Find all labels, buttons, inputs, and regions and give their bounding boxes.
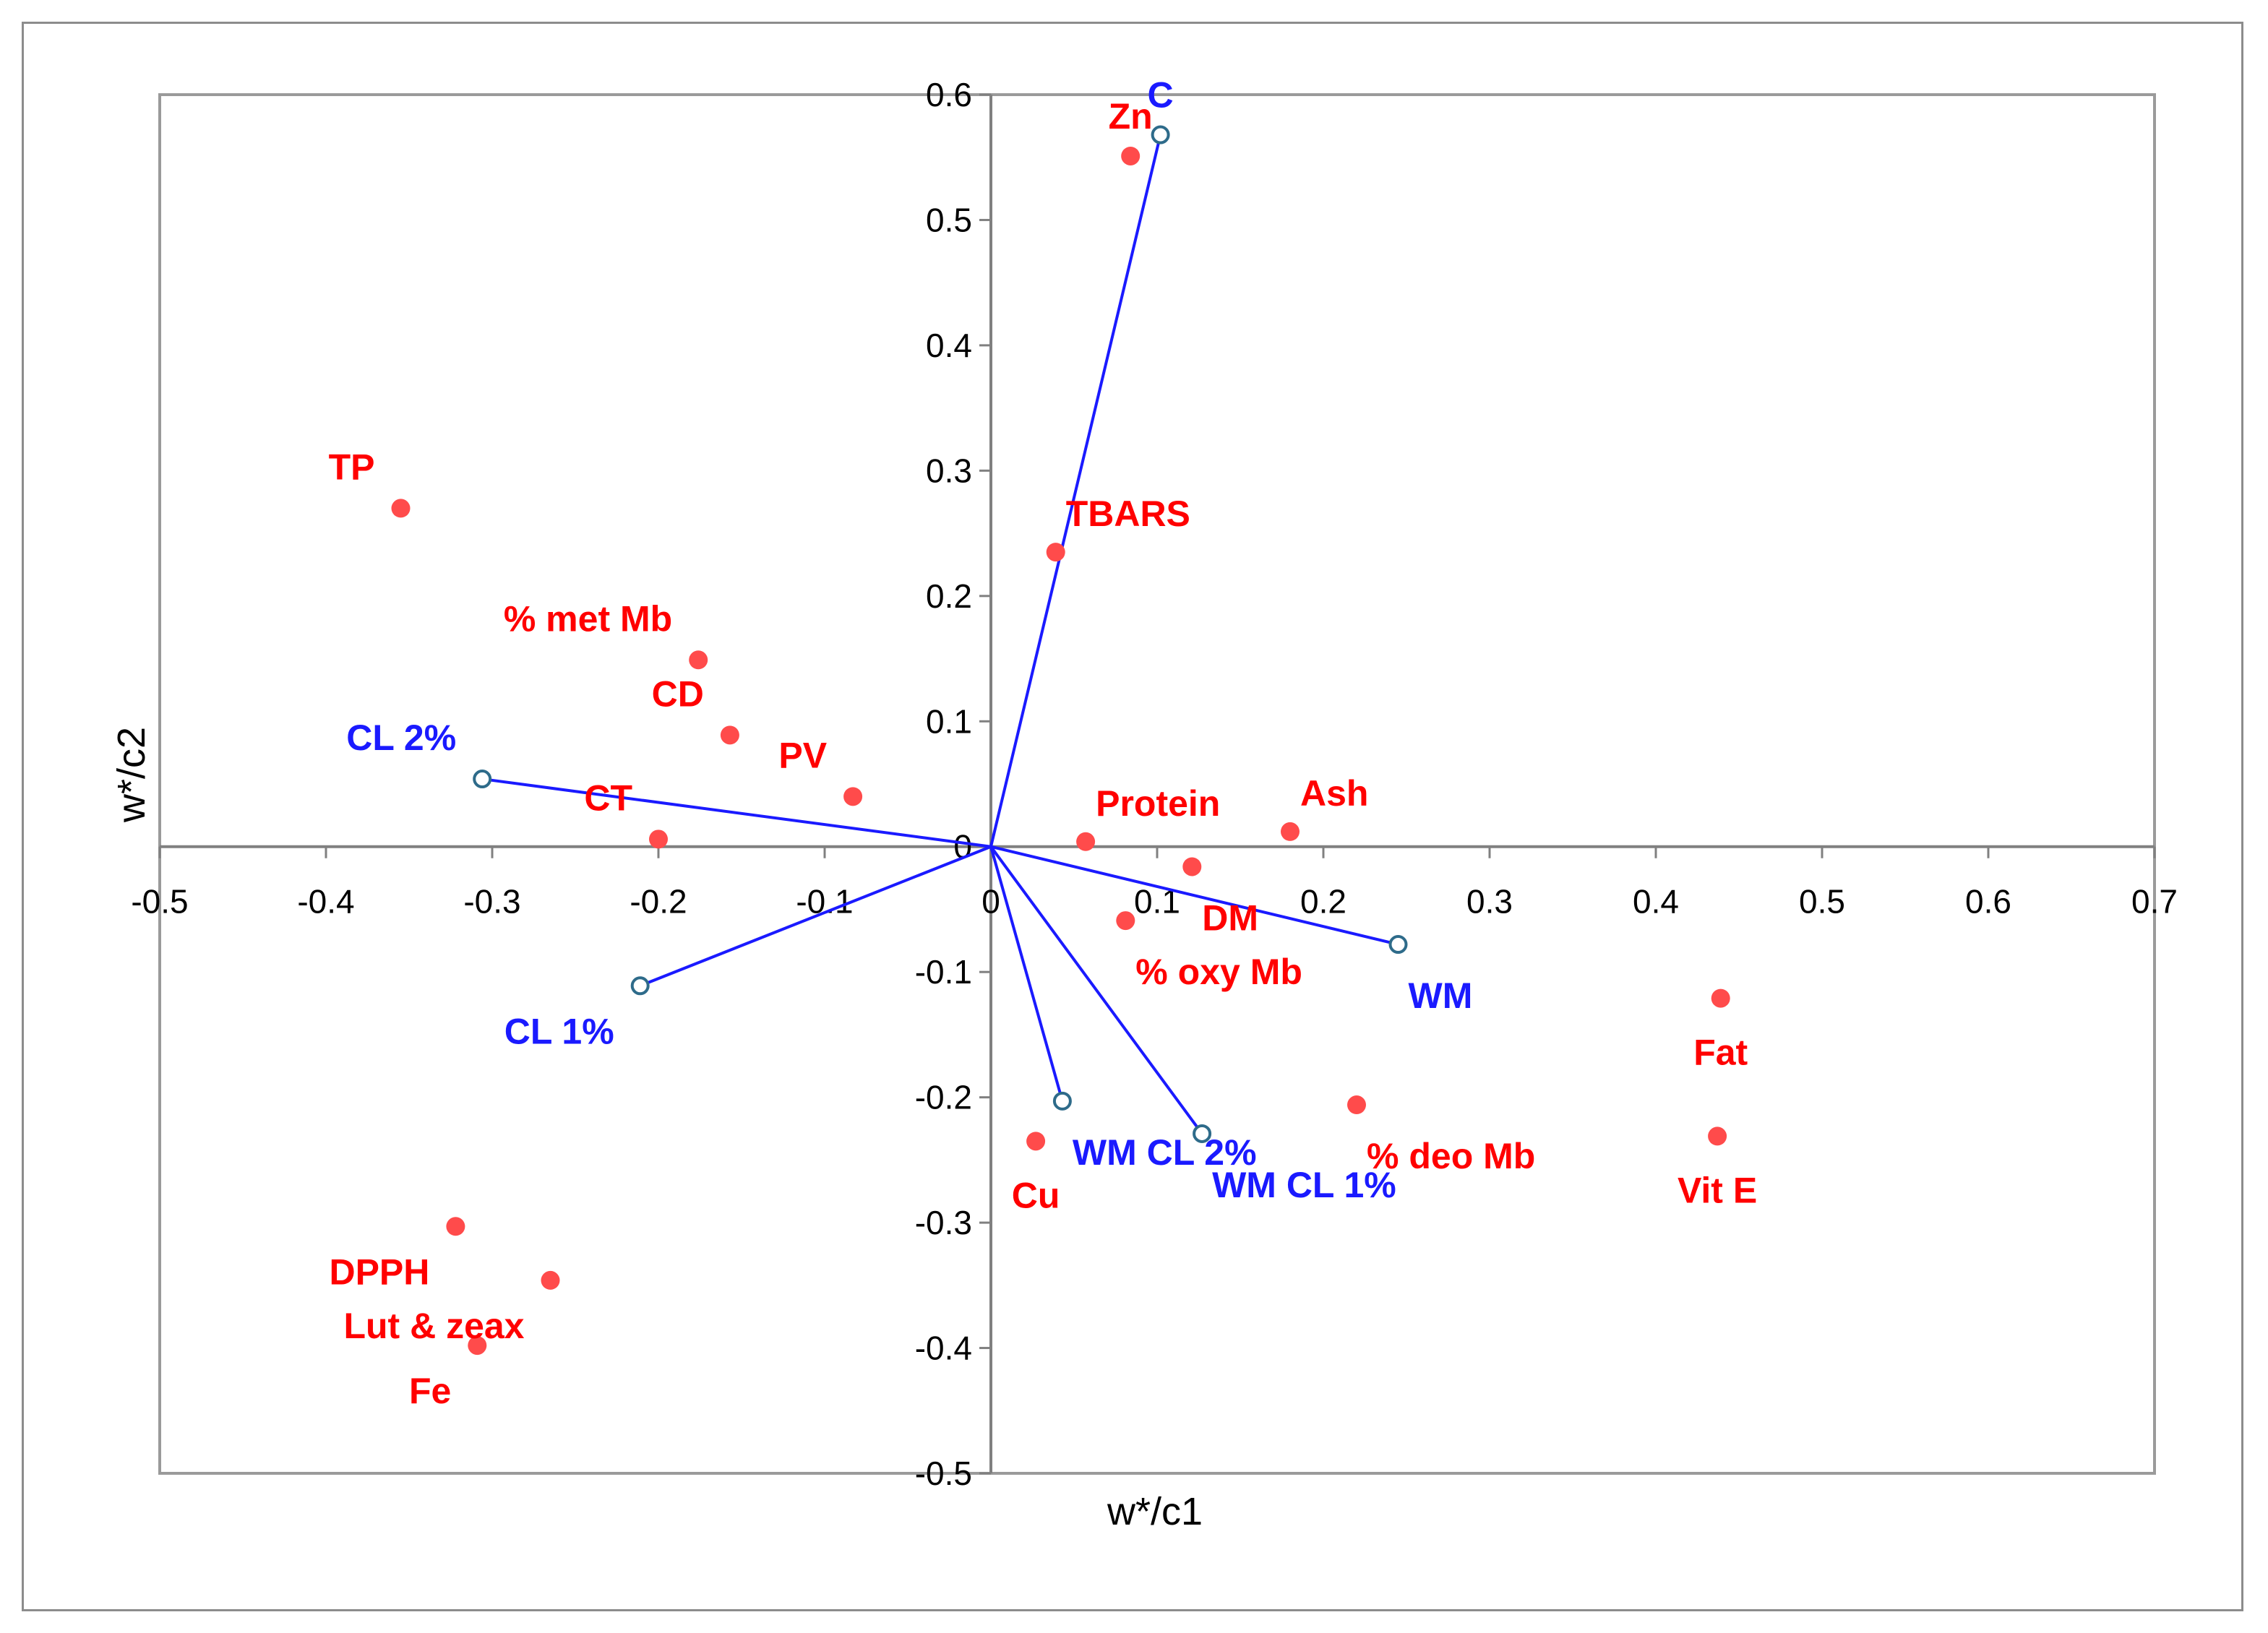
y-tick-label: -0.2 <box>915 1079 972 1116</box>
x-tick-label: 0.6 <box>1965 883 2011 921</box>
point-label-dm: DM <box>1202 897 1258 938</box>
x-tick-label: -0.3 <box>463 883 520 921</box>
point-pv <box>843 787 863 806</box>
point-label-pct-oxy-mb: % oxy Mb <box>1135 952 1302 992</box>
treatment-label-wm-cl-1pct: WM CL 1% <box>1212 1165 1396 1205</box>
x-tick-label: 0.2 <box>1300 883 1346 921</box>
y-tick-label: -0.5 <box>915 1455 972 1492</box>
point-label-tbars: TBARS <box>1066 494 1190 534</box>
x-tick-label: 0 <box>981 883 1000 921</box>
treatment-marker-c <box>1151 125 1170 145</box>
point-cd <box>720 725 739 745</box>
point-pct-met-mb <box>689 650 708 670</box>
treatment-label-cl-1pct: CL 1% <box>504 1011 614 1051</box>
y-tick-label: -0.3 <box>915 1204 972 1241</box>
point-protein <box>1076 832 1096 851</box>
point-vit-e <box>1708 1126 1727 1146</box>
treatment-marker-wm-cl-2pct <box>1052 1091 1072 1111</box>
point-label-lut-and-zeax: Lut & zeax <box>343 1306 524 1346</box>
chart-frame <box>22 22 2243 1611</box>
x-axis-title: w*/c1 <box>1107 1490 1203 1533</box>
point-tp <box>391 499 411 518</box>
point-label-fat: Fat <box>1693 1033 1748 1073</box>
x-tick-label: -0.5 <box>131 883 188 921</box>
treatment-label-c: C <box>1148 75 1174 116</box>
loading-vector-c <box>989 134 1162 848</box>
point-label-fe: Fe <box>409 1371 451 1411</box>
treatment-label-wm-cl-2pct: WM CL 2% <box>1073 1132 1257 1173</box>
point-label-cd: CD <box>652 673 704 714</box>
point-pct-deo-mb <box>1347 1095 1366 1115</box>
point-label-pct-deo-mb: % deo Mb <box>1367 1136 1535 1176</box>
x-tick-label: 0.1 <box>1134 883 1180 921</box>
y-tick-label: 0.5 <box>926 201 972 238</box>
point-tbars <box>1046 543 1065 562</box>
point-cu <box>1026 1132 1046 1151</box>
loading-vector-wm-cl-2pct <box>989 846 1064 1102</box>
point-zn <box>1121 146 1141 165</box>
treatment-label-wm: WM <box>1409 975 1473 1016</box>
treatment-marker-cl-1pct <box>630 976 650 996</box>
y-tick-label: -0.4 <box>915 1330 972 1367</box>
treatment-label-cl-2pct: CL 2% <box>346 718 456 758</box>
loading-vector-wm-cl-1pct <box>989 845 1203 1135</box>
treatment-marker-wm-cl-1pct <box>1193 1124 1212 1143</box>
point-pct-oxy-mb <box>1116 911 1135 931</box>
point-label-pct-met-mb: % met Mb <box>504 598 672 639</box>
point-fe <box>468 1336 487 1356</box>
x-tick-label: 0.7 <box>2131 883 2178 921</box>
x-tick-label: 0.4 <box>1633 883 1679 921</box>
point-ash <box>1281 822 1300 841</box>
loading-vector-cl-1pct <box>639 845 992 988</box>
point-label-pv: PV <box>778 735 827 775</box>
y-tick-label: 0.6 <box>926 76 972 113</box>
y-tick-label: 0.1 <box>926 702 972 740</box>
point-label-protein: Protein <box>1096 783 1220 824</box>
treatment-marker-cl-2pct <box>473 770 492 789</box>
y-tick-label: 0.2 <box>926 577 972 615</box>
point-fat <box>1711 988 1730 1008</box>
point-label-cu: Cu <box>1012 1175 1060 1215</box>
y-tick-label: -0.1 <box>915 953 972 991</box>
y-axis-title: w*/c2 <box>110 727 153 823</box>
loading-vector-wm <box>990 845 1399 946</box>
x-tick-label: -0.1 <box>796 883 853 921</box>
point-dm <box>1182 857 1202 876</box>
y-tick-label: 0.3 <box>926 452 972 489</box>
point-label-zn: Zn <box>1109 96 1153 137</box>
point-label-ash: Ash <box>1300 773 1368 814</box>
x-tick-label: 0.3 <box>1466 883 1513 921</box>
plot-area <box>158 93 2156 1475</box>
loading-vector-cl-2pct <box>481 777 992 848</box>
point-label-tp: TP <box>329 447 375 487</box>
point-ct <box>649 830 668 849</box>
point-label-dpph: DPPH <box>329 1251 429 1292</box>
x-tick-label: 0.5 <box>1799 883 1845 921</box>
x-tick-label: -0.4 <box>297 883 354 921</box>
point-dpph <box>446 1217 465 1236</box>
y-tick-label: 0.4 <box>926 327 972 364</box>
treatment-marker-wm <box>1388 935 1408 955</box>
point-label-vit-e: Vit E <box>1678 1170 1757 1210</box>
point-lut-and-zeax <box>541 1270 560 1290</box>
point-label-ct: CT <box>584 777 632 818</box>
x-tick-label: -0.2 <box>630 883 687 921</box>
